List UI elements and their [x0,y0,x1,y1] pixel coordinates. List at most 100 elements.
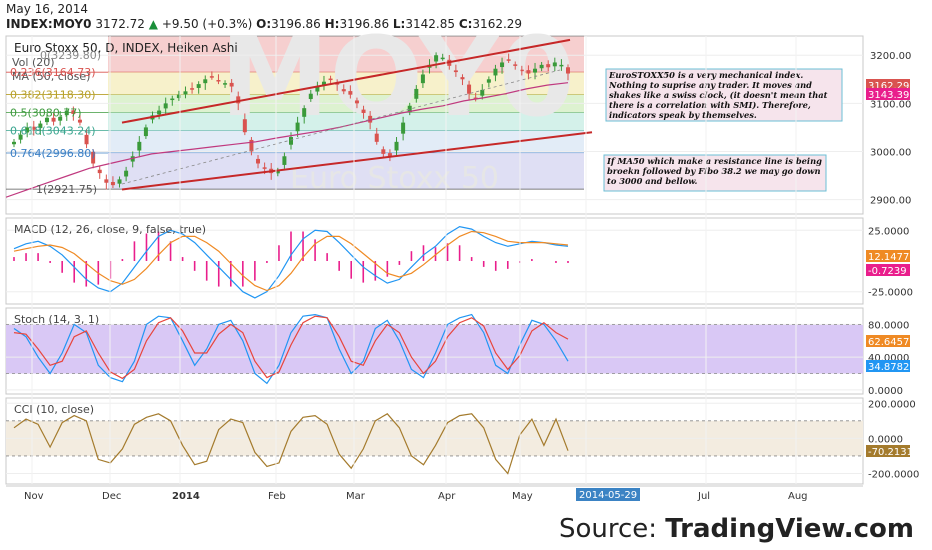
up-arrow-icon: ▲ [148,17,158,31]
stoch-axis: 80.0000 40.0000 0.0000 [868,320,909,397]
fib-label: 0.382(3118.30) [10,89,96,102]
time-axis: Nov Dec 2014 Feb Mar Apr May 2014-05-29 Jul Aug [24,36,808,502]
candle-body [236,96,241,104]
fib-label: 0.618(3043.24) [10,125,96,138]
candle-body [12,141,16,145]
candle-body [513,64,518,66]
note-2-container: If MA50 which make a resistance line is … [607,156,822,186]
macd-gridlines [6,229,863,293]
candle-body [348,91,353,95]
stoch-d-badge: 34.8782 [868,362,909,373]
candle-body [566,67,570,74]
watermark-name: Euro Stoxx 50 [290,161,499,196]
candle-body [209,76,214,78]
candle-body [31,126,36,130]
high-label: H: [324,17,340,31]
panel-y-tick: 200.0000 [868,399,916,410]
candle-body [546,64,551,68]
price-badge: 3162.29 [868,81,909,92]
candle-body [533,68,538,73]
low-value: 3142.85 [405,17,455,31]
candle-body [51,117,56,122]
stoch-k-badge: 62.6457 [868,337,909,348]
candle-body [526,70,531,74]
hist-badge: -0.7239 [868,266,907,277]
candle-body [394,141,399,151]
note-1-text: EuroSTOXX50 is a very mechanical index. … [609,70,828,120]
candle-body [354,100,359,104]
cci-badge: -70.2131 [868,447,913,458]
fib-band [108,112,584,131]
current-date-badge-bg [576,488,640,501]
time-tick-label: May [512,491,533,502]
channel-upper-line[interactable] [121,38,571,124]
candle-body [242,119,247,133]
candle-body [480,89,485,96]
candle-body [256,158,261,164]
main-price-axis: 3200.00 3100.00 3000.00 2900.00 [870,51,911,206]
candle-body [104,179,109,183]
ma50-line [6,82,569,198]
candle-body [71,110,76,114]
candle-body [361,109,366,113]
candle-body [124,170,129,177]
panel-y-tick: 80.0000 [868,320,909,331]
note-box-2[interactable] [603,154,827,192]
panel-y-tick: -200.0000 [868,469,919,480]
close-label: C: [458,17,473,31]
cci-gridlines [6,402,863,474]
cci-badge-bg [866,445,910,457]
candle-body [500,62,505,68]
time-tick-label: Mar [346,491,366,502]
macd-signal-line [13,230,569,292]
candle-body [341,89,346,92]
candle-body [190,88,195,90]
main-y-tick: 3200.00 [870,51,911,62]
fib-band [108,72,584,95]
candle-body [453,70,458,73]
candle-body [467,84,472,94]
candle-body [414,88,419,99]
candle-body [18,134,23,140]
fib-band [108,152,584,190]
source-credit[interactable]: Source: TradingView.com [559,514,914,544]
panel-y-tick: -25.0000 [868,288,913,299]
candle-body [64,110,69,116]
ma-badge-bg [866,88,910,100]
candle-body [203,79,208,84]
candle-body [308,93,313,100]
channel-lower-line[interactable] [121,131,593,191]
candle-body [473,97,478,100]
fib-label: 0.5(3080.77) [10,107,82,120]
candle-body [44,117,49,123]
macd-axis: 25.0000 -25.0000 [868,226,913,298]
time-tick-label: Dec [102,491,121,502]
candle-body [440,57,445,60]
fib-label: 0.764(2996.80) [10,147,96,160]
candle-body [38,123,43,129]
current-date-badge: 2014-05-29 [579,490,637,501]
candle-body [183,91,188,95]
candle-body [130,156,135,162]
candle-body [552,62,557,67]
candle-body [110,182,115,186]
note-box-1[interactable] [605,68,843,122]
candle-body [374,133,379,142]
panel-y-tick: 25.0000 [868,226,909,237]
open-value: 3196.86 [271,17,321,31]
candle-body [58,116,63,121]
candle-body [249,139,254,152]
fib-0-label: 0(3239.80) [40,49,101,62]
panel-y-tick: 0.0000 [868,434,903,445]
fib-band [108,36,584,73]
candle-body [84,134,89,145]
candle-body [25,127,30,133]
candle-body [275,170,280,174]
candle-body [143,127,148,137]
candle-body [335,83,340,85]
candle-body [176,94,181,99]
last-price: 3172.72 [95,17,145,31]
candle-body [295,122,300,132]
price-change: +9.50 (+0.3%) [161,17,253,31]
